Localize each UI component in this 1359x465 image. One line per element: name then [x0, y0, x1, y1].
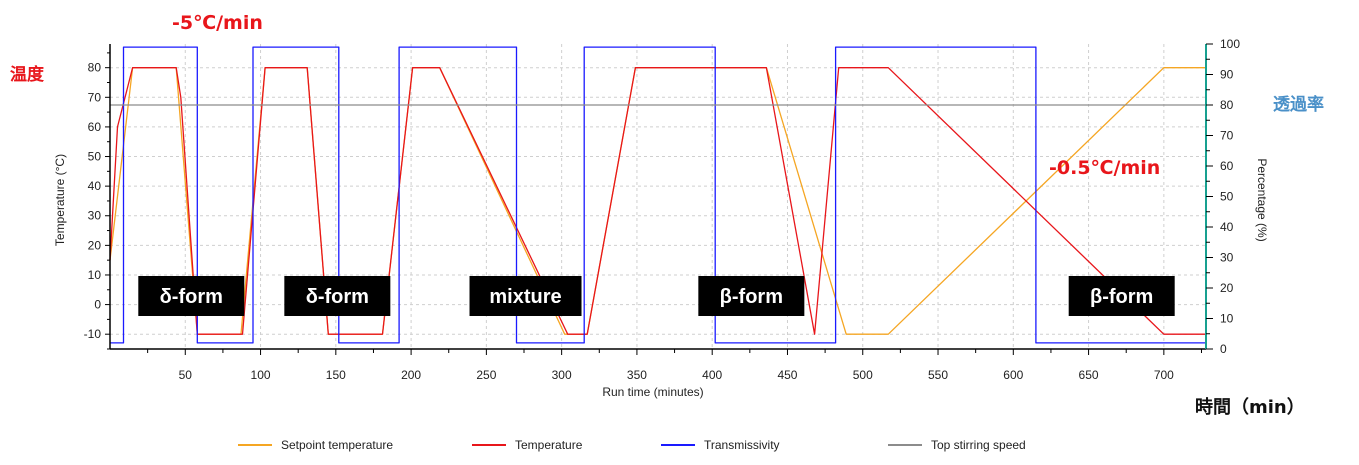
x-tick-label: 250 — [476, 368, 496, 382]
y2-tick-label: 100 — [1220, 37, 1240, 51]
legend-swatch-transmissivity — [661, 444, 695, 446]
form-label-box — [138, 276, 245, 316]
y2-tick-label: 70 — [1220, 129, 1234, 143]
series-line-0 — [109, 67, 1206, 335]
legend-item-transmissivity: Transmissivity — [661, 438, 780, 452]
x-tick-label: 600 — [1003, 368, 1023, 382]
form-label-text: β-form — [1090, 286, 1153, 308]
x-tick-label: 150 — [326, 368, 346, 382]
legend-item-stirring: Top stirring speed — [888, 438, 1026, 452]
transmissivity-label-jp: 透過率 — [1273, 95, 1324, 115]
x-tick-label: 400 — [702, 368, 722, 382]
y-tick-label: 30 — [88, 209, 102, 223]
series-layer — [109, 46, 1206, 344]
y2-tick-label: 10 — [1220, 312, 1234, 326]
y2-tick-label: 40 — [1220, 220, 1234, 234]
form-label-box — [284, 276, 391, 316]
legend-label-transmissivity: Transmissivity — [704, 438, 780, 452]
y2-axis-title: Percentage (%) — [1255, 158, 1269, 241]
form-label-text: δ-form — [160, 286, 223, 308]
form-label-box — [1068, 276, 1175, 316]
series-line-1 — [109, 67, 1206, 335]
y2-tick-label: 30 — [1220, 251, 1234, 265]
y-tick-label: 50 — [88, 150, 102, 164]
y2-tick-label: 60 — [1220, 159, 1234, 173]
form-labels: δ-form δ-form mixture β-form β-form — [138, 276, 1175, 316]
legend-item-setpoint: Setpoint temperature — [238, 438, 393, 452]
rate-slow-annotation: -0.5℃/min — [1049, 157, 1161, 179]
legend-label-stirring: Top stirring speed — [931, 438, 1026, 452]
y2-tick-label: 90 — [1220, 68, 1234, 82]
series-line-2 — [110, 46, 1206, 344]
form-label-box — [698, 276, 805, 316]
legend: Setpoint temperature Temperature Transmi… — [0, 438, 1359, 458]
x-tick-label: 500 — [853, 368, 873, 382]
axes: -10 0 10 20 30 40 50 60 70 80 0 10 20 30 40 50 60 70 80 90 1… — [84, 37, 1241, 382]
x-tick-label: 200 — [401, 368, 421, 382]
legend-swatch-stirring — [888, 444, 922, 446]
x-tick-label: 550 — [928, 368, 948, 382]
x-tick-label: 450 — [777, 368, 797, 382]
y2-tick-label: 20 — [1220, 281, 1234, 295]
y-axis-title: Temperature (°C) — [53, 154, 67, 246]
y-tick-label: -10 — [84, 327, 102, 341]
legend-item-temperature: Temperature — [472, 438, 582, 452]
y-tick-label: 10 — [88, 268, 102, 282]
y2-tick-label: 0 — [1220, 342, 1227, 356]
y-tick-label: 80 — [88, 61, 102, 75]
form-label-box — [469, 276, 582, 316]
rate-fast-annotation: -5℃/min — [172, 12, 263, 34]
time-label-jp: 時間（min） — [1195, 397, 1305, 418]
y-tick-label: 60 — [88, 120, 102, 134]
form-label-text: β-form — [720, 286, 783, 308]
y-tick-label: 0 — [94, 298, 101, 312]
y-tick-label: 40 — [88, 179, 102, 193]
legend-swatch-setpoint — [238, 444, 272, 446]
x-tick-label: 50 — [179, 368, 193, 382]
x-axis-title: Run time (minutes) — [602, 385, 703, 399]
temperature-label-jp: 温度 — [10, 65, 44, 85]
y-tick-label: 20 — [88, 238, 102, 252]
form-label-text: mixture — [489, 286, 561, 308]
x-tick-label: 100 — [251, 368, 271, 382]
temperature-transmissivity-chart: δ-form δ-form mixture β-form β-form -10 0 10 20… — [53, 37, 1269, 399]
grid — [110, 44, 1206, 349]
x-tick-label: 700 — [1154, 368, 1174, 382]
form-label-text: δ-form — [306, 286, 369, 308]
x-tick-label: 650 — [1079, 368, 1099, 382]
legend-label-temperature: Temperature — [515, 438, 583, 452]
x-tick-label: 300 — [552, 368, 572, 382]
y2-tick-label: 80 — [1220, 98, 1234, 112]
y2-tick-label: 50 — [1220, 190, 1234, 204]
x-tick-label: 350 — [627, 368, 647, 382]
legend-swatch-temperature — [472, 444, 506, 446]
legend-label-setpoint: Setpoint temperature — [281, 438, 394, 452]
y-tick-label: 70 — [88, 90, 102, 104]
